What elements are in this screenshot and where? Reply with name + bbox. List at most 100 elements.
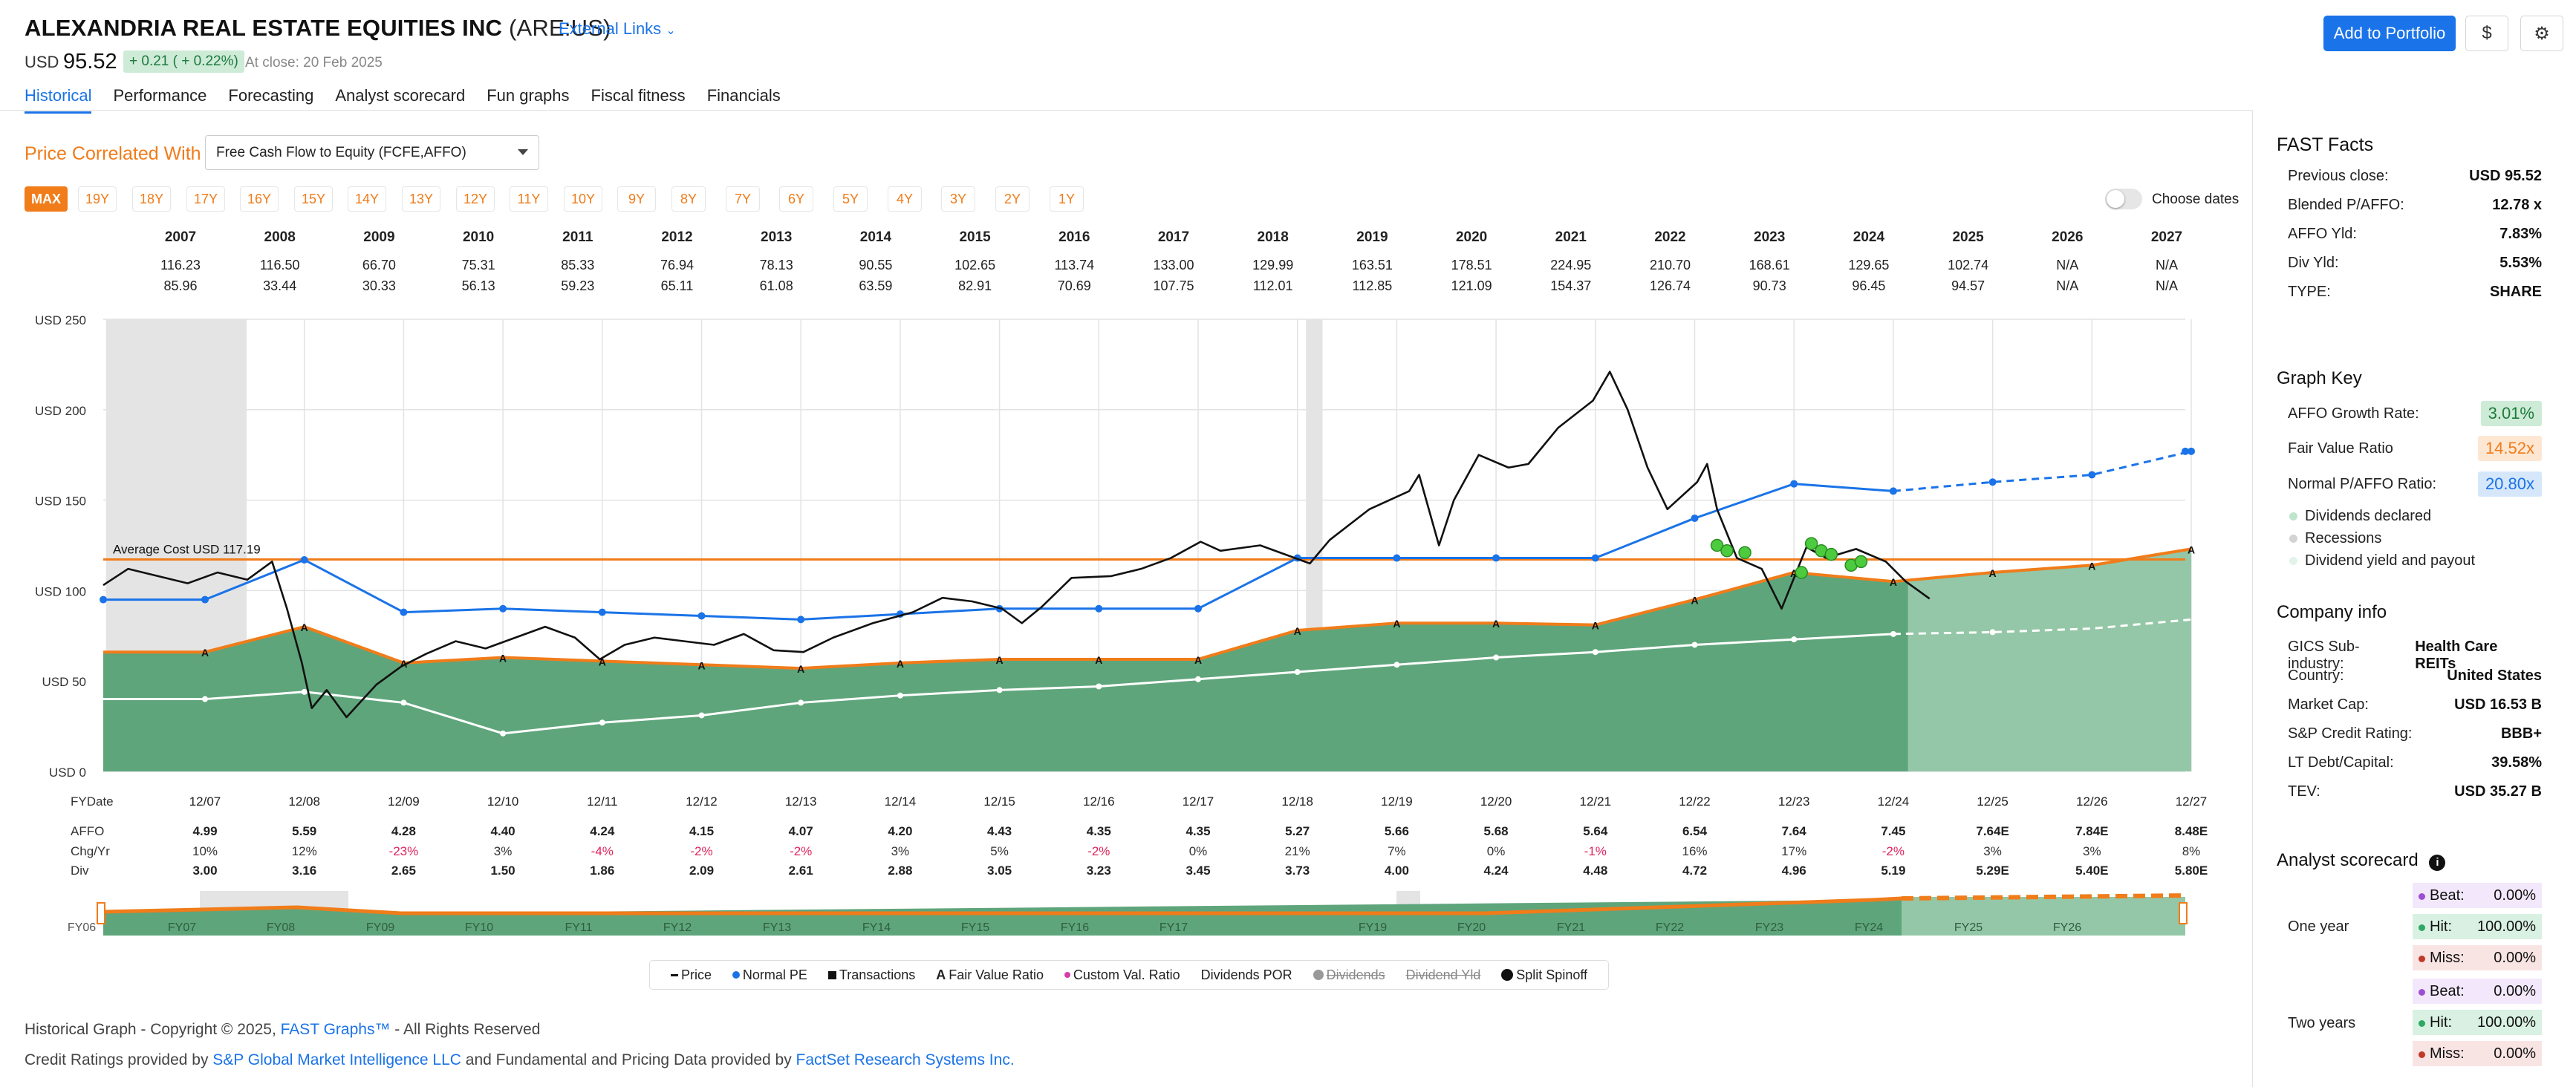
- dividend-declared-marker[interactable]: [1804, 537, 1818, 550]
- score-value: 100.00%: [2477, 918, 2536, 935]
- fast-fact-row: Div Yld: 5.53%: [2288, 255, 2542, 272]
- row-label-chgyr: Chg/Yr: [71, 844, 110, 858]
- row-label-div: Div: [71, 864, 89, 878]
- fy-date: 12/27: [2175, 794, 2208, 809]
- chg-value: 16%: [1682, 844, 1708, 858]
- fast-graphs-link[interactable]: FAST Graphs™: [280, 1021, 391, 1038]
- minimap-handle-right[interactable]: [2179, 902, 2188, 924]
- legend-dividend-yld[interactable]: Dividend Yld: [1406, 967, 1481, 983]
- range-9y-button[interactable]: 9Y: [617, 186, 656, 212]
- dividend-point: [599, 719, 605, 726]
- price-correlated-select[interactable]: Free Cash Flow to Equity (FCFE,AFFO): [205, 135, 539, 170]
- range-4y-button[interactable]: 4Y: [888, 186, 922, 212]
- year-high: 129.65: [1848, 258, 1890, 272]
- tab-analyst-scorecard[interactable]: Analyst scorecard: [335, 86, 466, 105]
- year-high: 168.61: [1749, 258, 1790, 272]
- dividend-declared-marker[interactable]: [1795, 566, 1809, 579]
- info-icon[interactable]: i: [2429, 855, 2446, 871]
- range-19y-button[interactable]: 19Y: [78, 186, 117, 212]
- range-12y-button[interactable]: 12Y: [456, 186, 495, 212]
- div-value: 3.05: [987, 864, 1012, 878]
- range-14y-button[interactable]: 14Y: [348, 186, 386, 212]
- legend-normal-pe[interactable]: Normal PE: [732, 967, 807, 983]
- legend-dividends-por[interactable]: Dividends POR: [1201, 967, 1292, 983]
- dividend-point: [301, 688, 308, 695]
- score-dot: [2419, 1051, 2425, 1058]
- range-10y-button[interactable]: 10Y: [564, 186, 602, 212]
- year-high: 210.70: [1649, 258, 1691, 272]
- score-value: 0.00%: [2494, 949, 2536, 966]
- graph-key-growth: AFFO Growth Rate: 3.01%: [2288, 401, 2542, 426]
- legend-fair-value[interactable]: A Fair Value Ratio: [936, 967, 1044, 982]
- year-low: 33.44: [263, 278, 297, 293]
- graph-key-growth-label: AFFO Growth Rate:: [2288, 405, 2419, 422]
- tab-historical[interactable]: Historical: [25, 86, 92, 114]
- range-7y-button[interactable]: 7Y: [726, 186, 760, 212]
- normal-pe-point: [499, 604, 507, 613]
- timeline-navigator[interactable]: FY06 FY07 FY08 FY09 FY10 FY11 FY12 FY13 FY14 FY15…: [0, 891, 2252, 936]
- dividend-point: [1989, 629, 1996, 636]
- year-high: 116.50: [259, 258, 300, 272]
- range-max-button[interactable]: MAX: [25, 186, 68, 212]
- fast-fact-value: 7.83%: [2499, 226, 2542, 242]
- div-value: 2.61: [788, 864, 813, 878]
- dividend-declared-marker[interactable]: [1738, 546, 1752, 559]
- legend-split-spinoff[interactable]: Split Spinoff: [1501, 967, 1587, 983]
- sp-global-link[interactable]: S&P Global Market Intelligence LLC: [212, 1051, 461, 1068]
- chg-value: 5%: [990, 844, 1009, 858]
- tab-forecasting[interactable]: Forecasting: [228, 86, 314, 105]
- legend-custom-val[interactable]: Custom Val. Ratio: [1064, 967, 1180, 983]
- minimap-area: [103, 897, 1902, 936]
- minimap-label: FY06: [68, 921, 96, 934]
- tab-fun-graphs[interactable]: Fun graphs: [487, 86, 570, 105]
- range-6y-button[interactable]: 6Y: [779, 186, 813, 212]
- fy-date: 12/23: [1777, 794, 1810, 809]
- normal-pe-point: [1790, 480, 1798, 488]
- minimap-handle-left[interactable]: [97, 902, 105, 924]
- y-tick-label: USD 150: [35, 494, 86, 509]
- year-header: 2024: [1853, 229, 1885, 245]
- range-15y-button[interactable]: 15Y: [294, 186, 333, 212]
- currency-button[interactable]: $: [2465, 16, 2508, 51]
- company-info-label: LT Debt/Capital:: [2288, 754, 2394, 771]
- range-18y-button[interactable]: 18Y: [132, 186, 171, 212]
- external-links-dropdown[interactable]: External Links ⌄: [559, 19, 676, 39]
- add-to-portfolio-button[interactable]: Add to Portfolio: [2323, 16, 2456, 51]
- graph-key-div-yield: Dividend yield and payout: [2289, 552, 2475, 569]
- score-label: Miss:: [2419, 1045, 2465, 1062]
- div-value: 4.00: [1384, 864, 1409, 878]
- graph-key-div-yield-label: Dividend yield and payout: [2305, 552, 2476, 569]
- dividend-declared-marker[interactable]: [1710, 538, 1724, 552]
- dividend-declared-marker[interactable]: [1854, 555, 1868, 569]
- dividend-declared-marker[interactable]: [1720, 544, 1734, 558]
- range-1y-button[interactable]: 1Y: [1050, 186, 1084, 212]
- average-cost-label: Average Cost USD 117.19: [113, 543, 261, 557]
- fy-date: 12/22: [1679, 794, 1711, 809]
- range-5y-button[interactable]: 5Y: [833, 186, 868, 212]
- range-16y-button[interactable]: 16Y: [240, 186, 279, 212]
- settings-button[interactable]: ⚙: [2520, 16, 2563, 51]
- range-8y-button[interactable]: 8Y: [671, 186, 706, 212]
- fy-date: 12/25: [1977, 794, 2009, 809]
- legend-price-label: Price: [680, 967, 712, 982]
- company-info-row: LT Debt/Capital: 39.58%: [2288, 754, 2542, 771]
- div-value: 3.16: [292, 864, 317, 878]
- price-chart[interactable]: USD 250 USD 200 USD 150 USD 100 USD 50 USD 0 A…: [0, 304, 2252, 958]
- range-13y-button[interactable]: 13Y: [402, 186, 440, 212]
- factset-link[interactable]: FactSet Research Systems Inc.: [796, 1051, 1015, 1068]
- dividend-point: [996, 687, 1003, 693]
- legend-price[interactable]: Price: [670, 967, 712, 983]
- tab-fiscal-fitness[interactable]: Fiscal fitness: [591, 86, 686, 105]
- year-header: 2010: [462, 229, 495, 245]
- range-11y-button[interactable]: 11Y: [510, 186, 548, 212]
- range-17y-button[interactable]: 17Y: [186, 186, 225, 212]
- range-2y-button[interactable]: 2Y: [995, 186, 1030, 212]
- legend-dividends[interactable]: Dividends: [1313, 967, 1385, 983]
- tab-performance[interactable]: Performance: [113, 86, 207, 105]
- affo-value: 7.84E: [2075, 824, 2109, 838]
- dividend-point: [897, 692, 903, 699]
- dividend-declared-marker[interactable]: [1824, 547, 1838, 561]
- legend-transactions[interactable]: Transactions: [827, 967, 915, 983]
- tab-financials[interactable]: Financials: [706, 86, 781, 105]
- range-3y-button[interactable]: 3Y: [941, 186, 975, 212]
